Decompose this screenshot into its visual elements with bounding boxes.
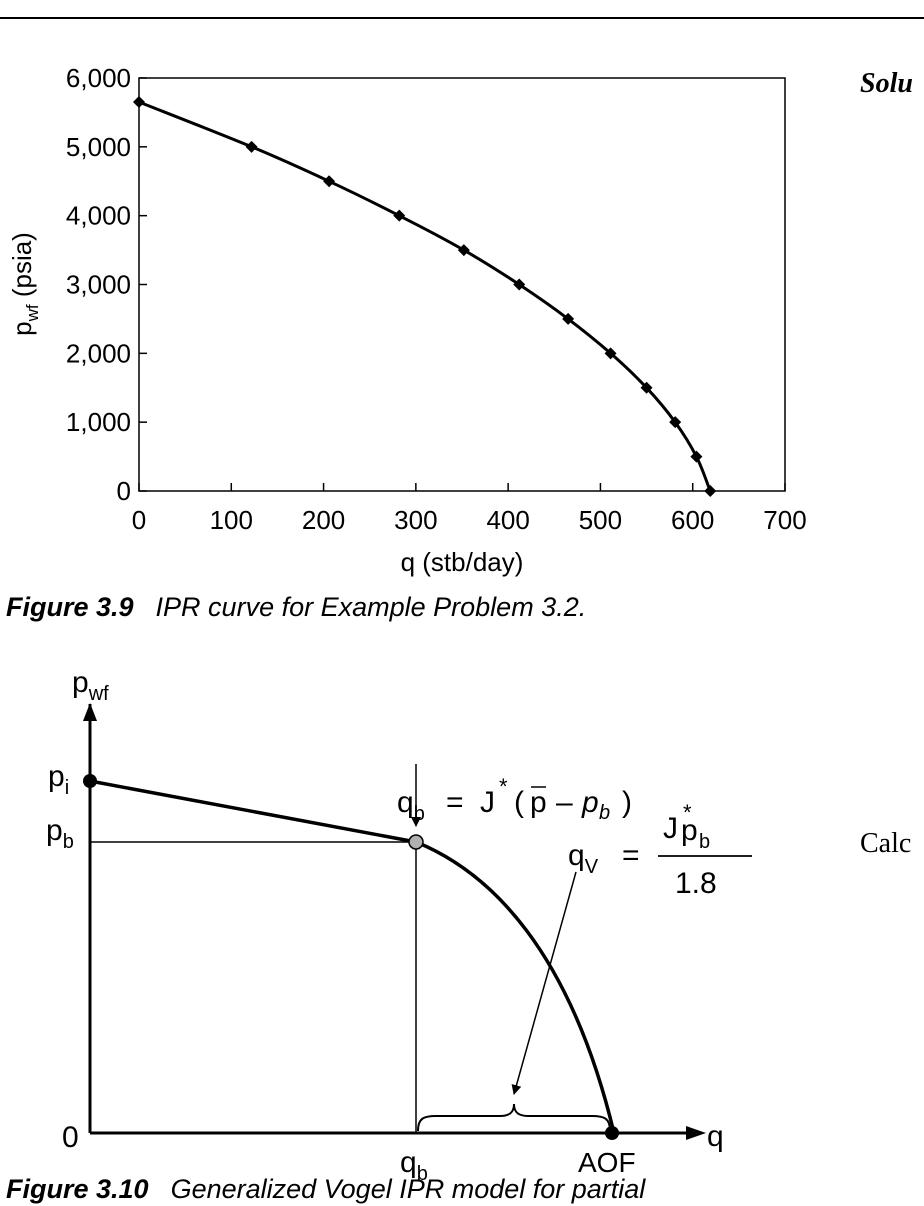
svg-text:p: p: [530, 786, 547, 819]
svg-text:): ): [622, 786, 632, 819]
svg-text:p: p: [681, 814, 698, 847]
svg-text:=: =: [446, 786, 464, 819]
pi-label: pi: [48, 760, 69, 799]
svg-text:1.8: 1.8: [675, 867, 717, 900]
y-axis-arrowhead: [83, 703, 97, 721]
pb-label: pb: [46, 814, 74, 853]
linear-ipr-segment: [90, 781, 416, 842]
origin-zero-label: 0: [62, 1121, 79, 1154]
svg-text:J: J: [663, 812, 678, 845]
pb-point: [409, 835, 423, 849]
svg-text:*: *: [499, 774, 508, 799]
x-axis-arrowhead: [686, 1126, 706, 1140]
qv-pointer-arrow: [514, 872, 576, 1094]
pi-point: [83, 774, 97, 788]
svg-text:(: (: [514, 786, 524, 819]
svg-text:b: b: [699, 831, 710, 853]
aof-point: [605, 1126, 619, 1140]
svg-text:qV: qV: [568, 839, 599, 878]
svg-text:=: =: [622, 839, 640, 872]
figure-3-10-caption: Figure 3.10 Generalized Vogel IPR model f…: [6, 1174, 645, 1205]
qb-equation: qb = J * ( p – p b ): [397, 774, 632, 825]
x-axis-title: q: [707, 1120, 724, 1153]
figure-3-10-text: Generalized Vogel IPR model for partial: [171, 1174, 646, 1204]
svg-text:qb: qb: [397, 786, 425, 825]
svg-text:b: b: [599, 802, 610, 824]
svg-text:p: p: [581, 786, 599, 819]
svg-text:J: J: [480, 786, 495, 819]
svg-text:–: –: [556, 786, 573, 819]
y-axis-title: pwf: [72, 666, 109, 705]
qv-range-brace: [418, 1104, 610, 1131]
figure-3-10-label: Figure 3.10: [6, 1174, 149, 1204]
